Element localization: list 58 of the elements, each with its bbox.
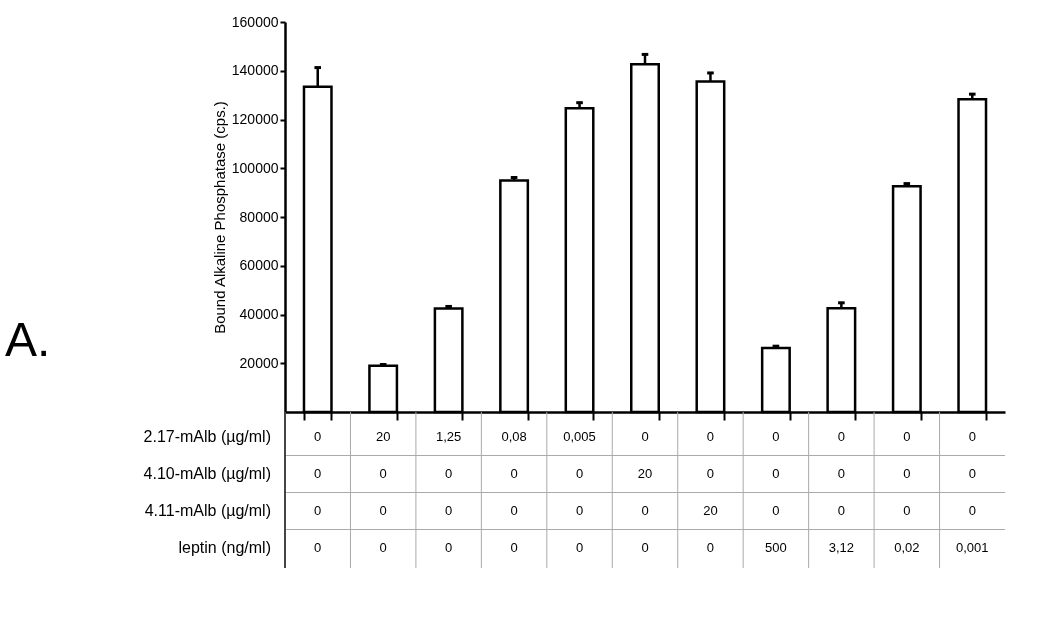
text: 0 bbox=[837, 429, 845, 444]
text: 0 bbox=[314, 429, 322, 444]
text: 0 bbox=[445, 540, 453, 555]
text: 20 bbox=[375, 429, 391, 444]
text: 0 bbox=[837, 503, 845, 518]
y-tick-label: 60000 bbox=[239, 257, 279, 274]
y-tick-label: 100000 bbox=[231, 159, 279, 176]
text: 0 bbox=[837, 466, 845, 481]
text: 20 bbox=[637, 466, 653, 481]
text: 0 bbox=[379, 466, 387, 481]
text: 0 bbox=[772, 503, 780, 518]
text: A. bbox=[5, 312, 51, 366]
y-tick-label: 40000 bbox=[239, 306, 279, 322]
text: 0 bbox=[968, 466, 976, 481]
y-tick-label: 140000 bbox=[231, 62, 279, 79]
y-tick-label: 80000 bbox=[239, 208, 279, 225]
text: 0 bbox=[706, 429, 715, 444]
text: 0 bbox=[903, 466, 911, 481]
text: 0 bbox=[968, 503, 976, 518]
text: 0 bbox=[641, 540, 649, 555]
text: 1,25 bbox=[435, 429, 462, 444]
text: 0 bbox=[641, 429, 649, 444]
text: 0 bbox=[379, 503, 387, 518]
y-tick-label: 160000 bbox=[231, 13, 279, 30]
text: 0 bbox=[575, 503, 584, 518]
text: 0 bbox=[314, 503, 322, 518]
text: 0 bbox=[772, 466, 780, 481]
text: 0 bbox=[903, 503, 911, 518]
text: 4.10-mAlb (µg/ml) bbox=[143, 465, 271, 482]
text: 0 bbox=[510, 540, 518, 555]
text: 0 bbox=[510, 466, 518, 481]
text: 0 bbox=[314, 466, 322, 481]
text: leptin (ng/ml) bbox=[178, 539, 271, 556]
text: 0 bbox=[575, 540, 584, 555]
text: 0,005 bbox=[563, 429, 596, 444]
text: 0 bbox=[641, 503, 649, 518]
text: 0 bbox=[379, 540, 387, 555]
y-tick-label: 120000 bbox=[231, 111, 279, 127]
text: 0,001 bbox=[956, 540, 989, 555]
text: 0 bbox=[314, 540, 322, 555]
text: 0 bbox=[772, 429, 780, 444]
text: 20 bbox=[703, 503, 718, 518]
text: 0 bbox=[706, 540, 715, 555]
text: 0,02 bbox=[894, 540, 920, 555]
text: 0 bbox=[445, 503, 453, 518]
text: 0 bbox=[575, 466, 584, 481]
text: 500 bbox=[765, 540, 787, 555]
text: 0 bbox=[968, 429, 976, 444]
text: 4.11-mAlb (µg/ml) bbox=[144, 502, 271, 519]
text: 3,12 bbox=[828, 540, 855, 555]
y-tick-label: 20000 bbox=[239, 354, 279, 371]
y-axis-title: Bound Alkaline Phosphatase (cps.) bbox=[210, 101, 228, 334]
text: 2.17-mAlb (µg/ml) bbox=[143, 428, 271, 445]
text: 0 bbox=[510, 503, 518, 518]
text: 0,08 bbox=[501, 429, 527, 444]
text: 0 bbox=[445, 466, 453, 481]
text: 0 bbox=[706, 466, 715, 481]
text: 0 bbox=[903, 429, 911, 444]
